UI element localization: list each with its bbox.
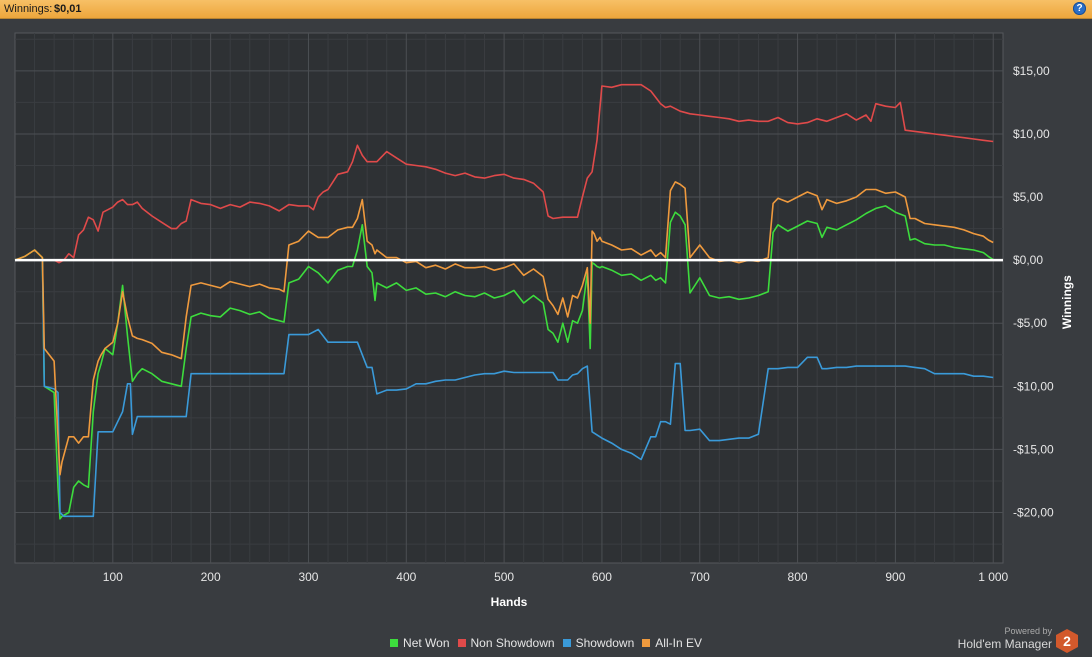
x-tick-label: 1 000 bbox=[978, 570, 1008, 584]
question-icon[interactable]: ? bbox=[1073, 2, 1086, 15]
x-tick-label: 800 bbox=[788, 570, 808, 584]
winnings-label: Winnings: bbox=[4, 3, 53, 15]
chart-legend: Net Won Non Showdown Showdown All-In EV bbox=[0, 636, 1092, 652]
legend-label: Non Showdown bbox=[470, 636, 555, 650]
y-tick-label: -$5,00 bbox=[1013, 316, 1047, 330]
x-tick-label: 700 bbox=[690, 570, 710, 584]
legend-swatch bbox=[457, 639, 466, 647]
winnings-value: $0,01 bbox=[54, 3, 82, 15]
winnings-header-bar: Winnings: $0,01 ? bbox=[0, 0, 1092, 19]
x-tick-label: 900 bbox=[885, 570, 905, 584]
legend-item[interactable]: Showdown bbox=[562, 636, 635, 650]
logo-number: 2 bbox=[1063, 633, 1071, 649]
series-line-all-in-ev bbox=[14, 181, 994, 476]
legend-label: Showdown bbox=[575, 636, 635, 650]
series-line-showdown bbox=[15, 259, 994, 518]
powered-by-label: Powered by bbox=[1004, 626, 1052, 636]
y-axis-title: Winnings bbox=[1060, 275, 1074, 329]
chart-series bbox=[14, 83, 994, 520]
winnings-chart: 100 200 300 400 500 600 700 800 900 1 000 $15,00 $1… bbox=[14, 32, 1074, 609]
hem2-logo-icon: 2 bbox=[1056, 629, 1078, 653]
legend-item[interactable]: Non Showdown bbox=[457, 636, 555, 650]
x-tick-label: 600 bbox=[592, 570, 612, 584]
y-tick-label: $0,00 bbox=[1013, 253, 1043, 267]
series-line-net-won bbox=[14, 205, 994, 520]
y-tick-label: $5,00 bbox=[1013, 190, 1043, 204]
series-line-non-showdown bbox=[15, 83, 994, 264]
x-tick-label: 300 bbox=[298, 570, 318, 584]
legend-item[interactable]: Net Won bbox=[390, 636, 450, 650]
x-axis-title: Hands bbox=[491, 595, 528, 609]
legend-swatch bbox=[562, 639, 571, 647]
chart-grid bbox=[14, 32, 1004, 564]
legend-swatch bbox=[642, 639, 651, 647]
product-name: Hold'em Manager bbox=[957, 637, 1052, 651]
legend-label: All-In EV bbox=[655, 636, 702, 650]
x-tick-label: 400 bbox=[396, 570, 416, 584]
y-tick-label: $10,00 bbox=[1013, 127, 1050, 141]
x-tick-label: 200 bbox=[201, 570, 221, 584]
legend-swatch bbox=[390, 639, 399, 647]
y-tick-label: -$20,00 bbox=[1013, 506, 1054, 520]
x-tick-label: 500 bbox=[494, 570, 514, 584]
y-tick-label: -$10,00 bbox=[1013, 379, 1054, 393]
legend-item[interactable]: All-In EV bbox=[642, 636, 702, 650]
x-tick-label: 100 bbox=[103, 570, 123, 584]
legend-label: Net Won bbox=[403, 636, 450, 650]
y-tick-label: $15,00 bbox=[1013, 64, 1050, 78]
y-tick-label: -$15,00 bbox=[1013, 442, 1054, 456]
plot-area bbox=[14, 32, 1004, 564]
chart-axes: 100 200 300 400 500 600 700 800 900 1 000 $15,00 $1… bbox=[15, 64, 1074, 609]
